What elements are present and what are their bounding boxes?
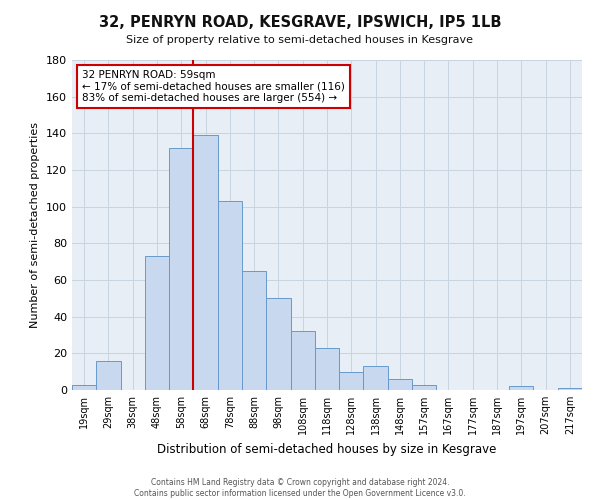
- Bar: [169, 148, 193, 390]
- Bar: [145, 256, 169, 390]
- Bar: [509, 386, 533, 390]
- X-axis label: Distribution of semi-detached houses by size in Kesgrave: Distribution of semi-detached houses by …: [157, 442, 497, 456]
- Bar: [558, 388, 582, 390]
- Bar: [364, 366, 388, 390]
- Bar: [412, 384, 436, 390]
- Y-axis label: Number of semi-detached properties: Number of semi-detached properties: [31, 122, 40, 328]
- Bar: [218, 201, 242, 390]
- Bar: [388, 379, 412, 390]
- Text: 32, PENRYN ROAD, KESGRAVE, IPSWICH, IP5 1LB: 32, PENRYN ROAD, KESGRAVE, IPSWICH, IP5 …: [99, 15, 501, 30]
- Text: Contains HM Land Registry data © Crown copyright and database right 2024.
Contai: Contains HM Land Registry data © Crown c…: [134, 478, 466, 498]
- Bar: [96, 360, 121, 390]
- Bar: [242, 271, 266, 390]
- Bar: [315, 348, 339, 390]
- Text: 32 PENRYN ROAD: 59sqm
← 17% of semi-detached houses are smaller (116)
83% of sem: 32 PENRYN ROAD: 59sqm ← 17% of semi-deta…: [82, 70, 345, 103]
- Text: Size of property relative to semi-detached houses in Kesgrave: Size of property relative to semi-detach…: [127, 35, 473, 45]
- Bar: [290, 332, 315, 390]
- Bar: [339, 372, 364, 390]
- Bar: [72, 384, 96, 390]
- Bar: [193, 135, 218, 390]
- Bar: [266, 298, 290, 390]
